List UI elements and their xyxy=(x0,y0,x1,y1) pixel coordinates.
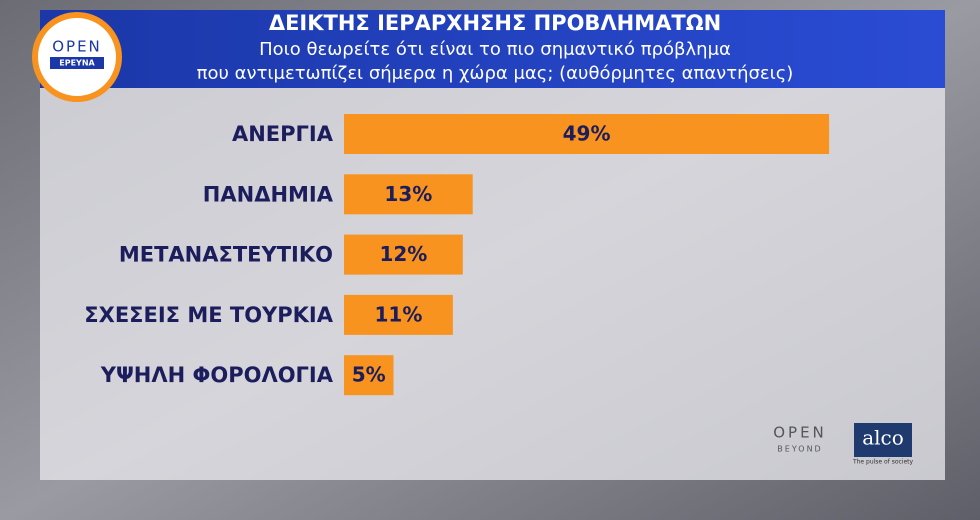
bar xyxy=(344,355,394,396)
category-label: ΥΨΗΛΗ ΦΟΡΟΛΟΓΙΑ xyxy=(100,363,334,387)
subtitle: Ποιο θεωρείτε ότι είναι το πιο σημαντικό… xyxy=(259,39,731,60)
logo-text: OPEN xyxy=(52,38,102,56)
value-label: 49% xyxy=(563,122,611,146)
category-label: ΠΑΝΔΗΜΙΑ xyxy=(203,182,334,206)
category-label: ΑΝΕΡΓΙΑ xyxy=(232,122,334,146)
chart-title: ΔΕΙΚΤΗΣ ΙΕΡΑΡΧΗΣΗΣ ΠΡΟΒΛΗΜΑΤΩΝ xyxy=(269,11,721,35)
value-label: 12% xyxy=(379,242,427,266)
logo-text: BEYOND xyxy=(777,445,822,454)
logo-band xyxy=(50,57,104,69)
logo-text: alco xyxy=(862,426,904,450)
bar xyxy=(344,294,453,335)
alco-box xyxy=(854,423,912,457)
header xyxy=(40,10,945,88)
logo-text: The pulse of society xyxy=(852,459,914,466)
value-label: 5% xyxy=(352,363,386,387)
value-label: 11% xyxy=(375,302,423,326)
bar xyxy=(344,174,473,215)
value-label: 13% xyxy=(384,182,432,206)
bar xyxy=(344,114,830,154)
category-label: ΜΕΤΑΝΑΣΤΕΥΤΙΚΟ xyxy=(119,243,333,267)
logo-text: OPEN xyxy=(773,424,827,442)
subtitle: που αντιμετωπίζει σήμερα η χώρα μας; (αυ… xyxy=(197,63,794,84)
bar xyxy=(344,234,463,275)
logo-text: ΕΡΕΥΝΑ xyxy=(59,59,95,68)
category-label: ΣΧΕΣΕΙΣ ΜΕ ΤΟΥΡΚΙΑ xyxy=(84,303,333,327)
